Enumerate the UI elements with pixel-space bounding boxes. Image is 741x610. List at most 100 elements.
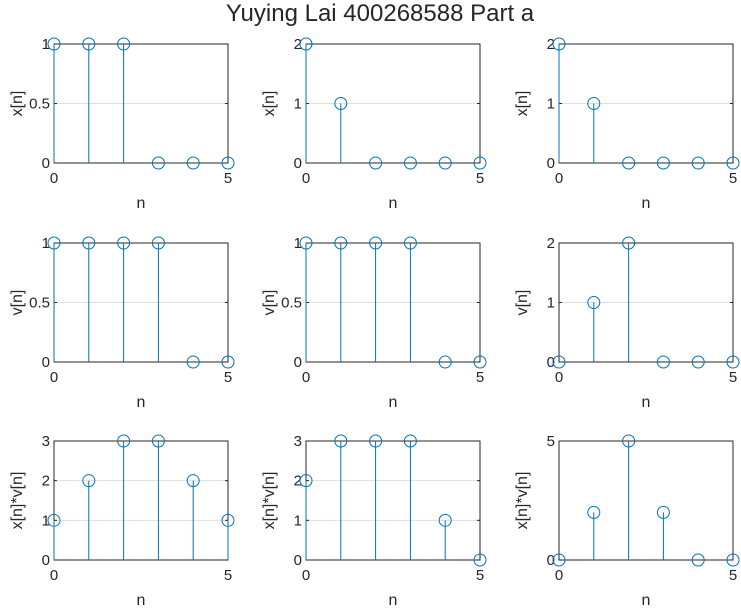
x-axis-label: n [389,394,398,411]
stem-marker [438,156,452,170]
stem-marker [221,355,235,369]
stem-marker [369,156,383,170]
y-axis-label: v[n] [9,290,26,316]
subplot-5: 0 0.5 1 0 5 n v[n] [261,235,487,411]
x-tick-label: 0 [50,369,58,386]
subplot-9: 0 5 0 5 n x[n]*v[n] [514,433,740,609]
y-tick-label: 1 [42,36,50,53]
stem-marker [117,37,131,51]
stem-marker [186,355,200,369]
x-axis-label: n [389,195,398,212]
stem-marker [117,236,131,250]
x-axis-label: n [137,195,146,212]
stem-marker [82,474,96,488]
stem-marker [403,434,417,448]
y-tick-label: 0 [42,552,50,569]
y-axis-label: x[n] [514,91,531,117]
y-tick-label: 0.5 [29,96,50,113]
y-tick-label: 2 [294,36,302,53]
x-axis-label: n [642,394,651,411]
y-tick-label: 0 [547,155,555,172]
stem-marker [186,474,200,488]
subplot-4: 0 0.5 1 0 5 n v[n] [9,235,235,411]
y-axis-label: x[n]*v[n] [514,472,531,530]
stem-marker [552,355,566,369]
x-tick-label: 0 [555,369,563,386]
stem-marker [726,355,740,369]
stem-marker [82,236,96,250]
x-tick-label: 5 [729,170,737,187]
stem-marker [438,355,452,369]
y-tick-label: 0 [294,552,302,569]
stem-marker [334,97,348,110]
y-tick-label: 3 [42,433,50,450]
y-tick-label: 0.5 [29,295,50,312]
y-axis-label: x[n]*v[n] [261,472,278,530]
x-tick-label: 0 [50,567,58,584]
y-tick-label: 1 [294,96,302,113]
stem-marker [186,156,200,170]
stem-marker [473,355,487,369]
axes-box [53,440,229,561]
x-tick-label: 5 [476,567,484,584]
y-tick-label: 1 [547,96,555,113]
stem-marker [622,156,636,170]
subplot-8: 0 1 2 3 0 5 n x[n]*v[n] [261,433,487,609]
x-axis-label: n [137,592,146,609]
stem-marker [403,236,417,250]
x-axis-label: n [389,592,398,609]
stem-marker [369,236,383,250]
stem-marker [299,236,313,250]
y-tick-label: 0 [294,155,302,172]
stem-marker [587,505,601,519]
stem-marker [47,37,61,51]
stem-marker [726,553,740,567]
x-tick-label: 5 [224,567,232,584]
stem-marker [587,296,601,309]
x-tick-label: 0 [302,369,310,386]
x-tick-label: 5 [729,369,737,386]
y-tick-label: 0 [547,354,555,371]
stem-marker [221,156,235,170]
stem-marker [369,434,383,448]
y-tick-label: 1 [547,295,555,312]
x-axis-label: n [642,195,651,212]
stem-marker [473,156,487,170]
stem-marker [473,553,487,567]
stem-marker [438,513,452,527]
y-tick-label: 1 [294,512,302,529]
x-tick-label: 5 [729,567,737,584]
stem-marker [117,434,131,448]
axes-box [558,440,734,561]
x-tick-label: 5 [224,170,232,187]
stem-marker [299,37,313,51]
y-axis-label: x[n] [9,91,26,117]
stem-marker [552,553,566,567]
y-tick-label: 2 [42,473,50,490]
x-tick-label: 5 [476,369,484,386]
stem-marker [691,553,705,567]
x-tick-label: 0 [555,567,563,584]
stem-marker [622,434,636,448]
y-axis-label: x[n] [261,91,278,117]
stem-marker [151,434,165,448]
y-axis-label: x[n]*v[n] [9,472,26,530]
subplot-7: 0 1 2 3 0 5 n x[n]*v[n] [9,433,235,609]
stem-marker [552,37,566,51]
y-tick-label: 1 [42,512,50,529]
y-tick-label: 1 [294,235,302,252]
y-tick-label: 0 [42,354,50,371]
y-tick-label: 0 [42,155,50,172]
stem-marker [334,236,348,250]
stem-marker [151,236,165,250]
y-tick-label: 2 [547,235,555,252]
stem-marker [726,156,740,170]
stem-marker [587,97,601,110]
stem-marker [47,236,61,250]
y-tick-label: 2 [294,473,302,490]
y-axis-label: v[n] [261,290,278,316]
stem-marker [656,355,670,369]
subplot-6: 0 1 2 0 5 n v[n] [514,235,740,411]
stem-marker [151,156,165,170]
